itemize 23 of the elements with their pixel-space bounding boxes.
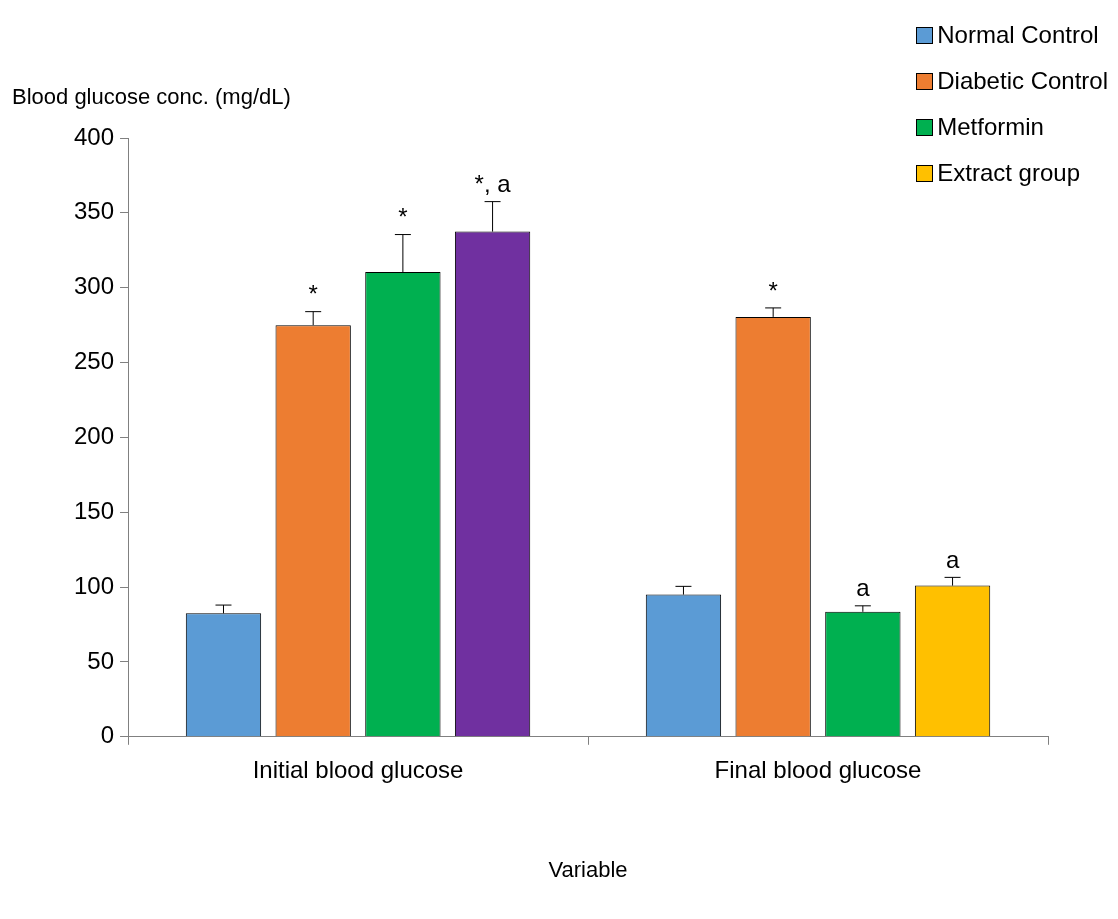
y-tick-label: 0 [100,721,115,749]
legend-label: Metformin [937,112,1044,142]
legend-label: Normal Control [937,20,1099,50]
legend-label: Diabetic Control [937,66,1108,96]
y-tick-label: 100 [74,571,115,599]
y-tick-label: 200 [74,422,115,450]
y-tick-label: 350 [74,197,115,225]
data-label: * [308,280,318,308]
x-tick-label: Initial blood glucose [252,755,464,783]
x-axis-title: Variable [548,856,628,882]
data-label: * [398,203,408,231]
x-tick-label: Final blood glucose [714,755,922,783]
y-axis-title: Blood glucose conc. (mg/dL) [12,84,291,110]
y-tick-label: 250 [74,347,115,375]
data-label: a [945,545,960,573]
data-label: a [856,574,871,602]
y-tick-label: 300 [74,272,115,300]
legend-label: Extract group [937,158,1080,188]
data-label: *, a [474,170,512,198]
y-tick-label: 50 [87,646,115,674]
data-label: * [768,276,778,304]
y-tick-label: 150 [74,496,115,524]
y-tick-label: 400 [74,122,115,150]
